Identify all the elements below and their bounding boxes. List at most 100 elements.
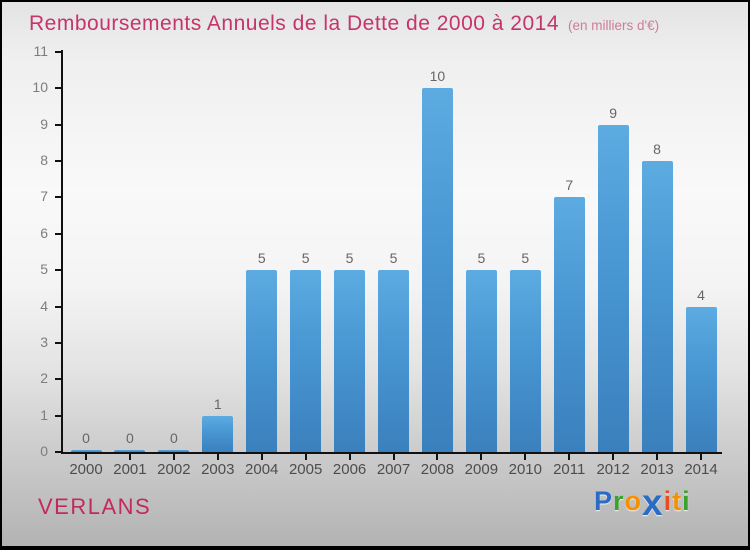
logo-letter: i [682, 486, 691, 516]
x-tick [85, 454, 87, 460]
x-tick [304, 454, 307, 460]
x-tick [260, 454, 263, 460]
bar [378, 270, 409, 452]
bar [158, 449, 190, 452]
x-tick-label: 2011 [553, 461, 586, 478]
bar [685, 306, 717, 452]
bar [114, 449, 146, 452]
x-tick [392, 454, 395, 460]
y-tick-label: 7 [40, 188, 48, 205]
x-tick-label: 2001 [113, 461, 147, 478]
bar [70, 449, 102, 452]
y-tick-label: 5 [40, 261, 48, 278]
x-tick [568, 454, 571, 460]
x-axis [61, 452, 722, 454]
y-tick [55, 451, 62, 453]
bar [465, 270, 497, 452]
y-tick-label: 11 [33, 43, 48, 59]
y-tick-label: 4 [40, 297, 48, 314]
x-tick [172, 454, 175, 460]
x-tick [436, 454, 439, 460]
chart-subtitle: (en milliers d'€) [568, 18, 660, 33]
y-tick-label: 8 [40, 152, 48, 169]
bar [553, 197, 585, 452]
bar-value-label: 5 [257, 250, 266, 267]
bar-value-label: 0 [169, 429, 178, 446]
x-tick-label: 2007 [376, 461, 411, 478]
bar-value-label: 5 [521, 250, 530, 267]
bar-value-label: 4 [697, 286, 705, 303]
x-tick-label: 2013 [640, 461, 674, 478]
bar [641, 161, 673, 452]
x-tick [348, 454, 351, 460]
x-tick-label: 2002 [157, 461, 191, 478]
y-tick [55, 232, 62, 235]
logo-letter: P [594, 486, 614, 516]
bar-value-label: 0 [82, 429, 90, 446]
bar-value-label: 8 [653, 141, 661, 158]
y-tick [55, 378, 62, 381]
x-tick [524, 454, 527, 460]
y-tick [55, 123, 62, 126]
x-tick-label: 2006 [332, 461, 367, 478]
commune-label: VERLANS [38, 494, 152, 519]
x-tick [480, 454, 483, 460]
x-tick [700, 454, 703, 460]
x-tick-label: 2010 [508, 461, 542, 478]
bar-value-label: 5 [345, 250, 354, 267]
bar-value-label: 7 [565, 177, 574, 194]
x-tick-label: 2008 [420, 461, 455, 478]
x-tick [612, 454, 615, 460]
bar-value-label: 0 [126, 429, 134, 446]
bar-value-label: 9 [609, 104, 618, 121]
y-tick [55, 414, 62, 417]
bar [290, 270, 322, 452]
x-tick-label: 2012 [596, 461, 630, 478]
y-tick [55, 160, 62, 163]
y-tick [55, 341, 62, 344]
bar [246, 270, 278, 452]
bar-value-label: 5 [477, 250, 486, 267]
y-axis [61, 50, 63, 454]
x-tick-label: 2014 [684, 461, 718, 478]
bar-value-label: 5 [301, 250, 310, 267]
x-tick-label: 2005 [288, 461, 323, 478]
logo-letter: o [624, 486, 643, 516]
logo-letter: x [642, 482, 664, 523]
x-tick [216, 454, 219, 460]
y-tick [55, 305, 62, 308]
x-tick [128, 454, 131, 460]
bar [509, 270, 541, 452]
bar [597, 124, 629, 452]
y-tick-label: 10 [32, 79, 48, 96]
bar [421, 88, 453, 452]
y-tick [55, 51, 62, 53]
bar-value-label: 5 [389, 250, 398, 267]
y-tick-label: 3 [40, 333, 48, 350]
y-tick [55, 87, 62, 90]
proxiti-logo[interactable]: Proxiti [594, 482, 691, 523]
chart-header: Remboursements Annuels de la Dette de 20… [29, 12, 659, 36]
y-tick [55, 269, 62, 272]
logo-letter: r [613, 486, 625, 516]
x-tick [656, 454, 659, 460]
bar-value-label: 10 [429, 68, 446, 85]
x-tick-label: 2009 [464, 461, 499, 478]
x-tick-label: 2004 [245, 461, 279, 478]
logo-letter: i [663, 486, 673, 516]
chart-title: Remboursements Annuels de la Dette de 20… [29, 12, 560, 35]
y-tick-label: 9 [40, 115, 48, 132]
bar [202, 415, 234, 452]
x-tick-label: 2000 [69, 461, 103, 478]
bar-value-label: 1 [213, 395, 222, 412]
x-tick-label: 2003 [201, 461, 235, 478]
logo-letter: t [672, 486, 683, 516]
y-tick [55, 196, 62, 199]
y-tick-label: 2 [40, 370, 48, 387]
y-tick-label: 1 [40, 406, 48, 423]
bar [334, 270, 366, 452]
y-tick-label: 6 [40, 224, 48, 241]
y-tick-label: 0 [40, 443, 48, 459]
